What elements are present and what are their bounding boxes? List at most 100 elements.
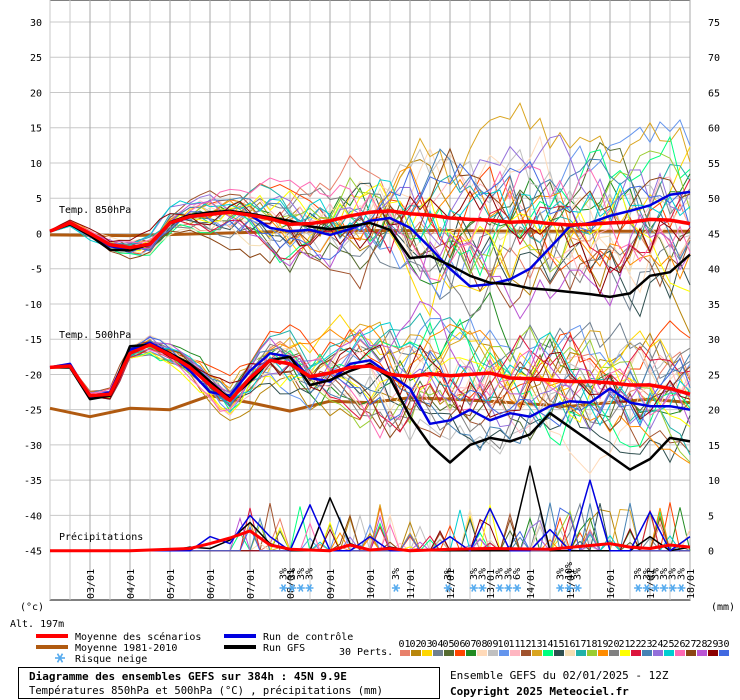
member-27-t850-line xyxy=(49,147,691,265)
member-legend-id: 24 xyxy=(651,639,663,650)
member-legend-swatch xyxy=(543,650,553,656)
member-legend-swatch xyxy=(521,650,531,656)
x-tick: 17/01 xyxy=(646,569,657,599)
x-tick: 18/01 xyxy=(686,569,697,599)
snowflake-icon xyxy=(573,584,582,592)
member-legend-id: 07 xyxy=(464,639,476,650)
member-legend-swatch xyxy=(576,650,586,656)
y-tick-right: 15 xyxy=(708,441,720,452)
member-legend-swatch xyxy=(631,650,641,656)
snow-risk-pct: 3% xyxy=(650,568,661,580)
member-legend-id: 02 xyxy=(409,639,421,650)
copyright: Copyright 2025 Meteociel.fr xyxy=(450,685,629,698)
member-29-t850-line xyxy=(49,190,691,296)
y-tick-left: -25 xyxy=(24,406,42,417)
y-tick-left: -5 xyxy=(30,265,42,276)
member-legend-id: 06 xyxy=(453,639,465,650)
y-tick-right: 50 xyxy=(708,194,720,205)
member-legend-swatch xyxy=(477,650,487,656)
y-tick-left: 10 xyxy=(30,159,42,170)
member-legend-swatch xyxy=(598,650,608,656)
snow-risk-pct: 3% xyxy=(287,568,298,580)
member-legend-swatch xyxy=(499,650,509,656)
member-legend-swatch xyxy=(433,650,443,656)
altitude-label: Alt. 197m xyxy=(10,619,64,630)
y-tick-right: 40 xyxy=(708,265,720,276)
panel-label-t850: Temp. 850hPa xyxy=(59,205,131,216)
snowflake-icon xyxy=(296,584,305,592)
member-legend-id: 11 xyxy=(508,639,520,650)
x-tick: 13/01 xyxy=(486,569,497,599)
snow-risk-pct: 3% xyxy=(668,568,679,580)
y-tick-left: -10 xyxy=(24,300,42,311)
x-tick: 05/01 xyxy=(166,569,177,599)
snow-risk-pct: 3% xyxy=(555,568,566,580)
snowflake-icon xyxy=(305,584,314,592)
snowflake-icon xyxy=(279,584,288,592)
snow-risk-pct: 3% xyxy=(642,568,653,580)
snowflake-icon xyxy=(642,584,651,592)
y-tick-right: 60 xyxy=(708,124,720,135)
member-legend-swatch xyxy=(675,650,685,656)
right-unit-label: (mm) xyxy=(711,602,735,613)
member-legend-id: 19 xyxy=(596,639,608,650)
member-legend: 0102030405060708091011121314151617181920… xyxy=(398,639,730,656)
member-legend-id: 16 xyxy=(563,639,575,650)
x-tick: 06/01 xyxy=(206,569,217,599)
y-tick-right: 65 xyxy=(708,88,720,99)
member-legend-swatch xyxy=(455,650,465,656)
member-legend-swatch xyxy=(708,650,718,656)
snow-risk-pct: 3% xyxy=(469,568,480,580)
main-series-layer xyxy=(49,190,691,553)
member-legend-id: 12 xyxy=(519,639,531,650)
member-legend-swatch xyxy=(488,650,498,656)
member-legend-id: 09 xyxy=(486,639,498,650)
member-legend-id: 26 xyxy=(673,639,685,650)
member-legend-id: 14 xyxy=(541,639,553,650)
member-legend-swatch xyxy=(411,650,421,656)
legend-label-gfs: Run GFS xyxy=(263,643,305,654)
grid xyxy=(49,0,691,601)
y-tick-left: 30 xyxy=(30,18,42,29)
member-legend-id: 28 xyxy=(695,639,707,650)
snow-risk-pct: 3% xyxy=(503,568,514,580)
legend-label-perts: 30 Perts. xyxy=(339,647,393,658)
member-legend-swatch xyxy=(642,650,652,656)
snowflake-icon xyxy=(660,584,669,592)
snow-risk-pct: 3% xyxy=(391,568,402,580)
member-legend-swatch xyxy=(532,650,542,656)
snow-risk-pct: 3% xyxy=(633,568,644,580)
member-legend-swatch xyxy=(719,650,729,656)
legend-label-mean: Moyenne des scénarios xyxy=(75,631,201,643)
snow-risk-pct: 3% xyxy=(443,568,454,580)
snow-risk-pct: 3% xyxy=(296,568,307,580)
panel-label-t500: Temp. 500hPa xyxy=(59,330,131,341)
member-legend-swatch xyxy=(554,650,564,656)
y-tick-right: 0 xyxy=(708,547,714,558)
member-legend-id: 17 xyxy=(574,639,586,650)
member-legend-swatch xyxy=(686,650,696,656)
y-tick-left: 0 xyxy=(36,229,42,240)
member-legend-id: 08 xyxy=(475,639,487,650)
member-legend-swatch xyxy=(422,650,432,656)
member-legend-id: 03 xyxy=(420,639,432,650)
member-legend-id: 20 xyxy=(607,639,619,650)
y-tick-left: 15 xyxy=(30,124,42,135)
member-legend-swatch xyxy=(400,650,410,656)
member-legend-id: 21 xyxy=(618,639,630,650)
info-box: Diagramme des ensembles GEFS sur 384h : … xyxy=(18,667,440,699)
x-tick: 14/01 xyxy=(526,569,537,599)
legend-label-snow: Risque neige xyxy=(75,654,147,665)
x-tick: 15/01 xyxy=(566,569,577,599)
member-05-t500-line xyxy=(49,346,691,442)
member-26-t500-line xyxy=(49,349,691,439)
snowflake-icon xyxy=(513,584,522,592)
series-mean850-line xyxy=(49,209,691,250)
left-unit-label: (°c) xyxy=(20,602,44,613)
snowflake-icon xyxy=(677,584,686,592)
y-tick-left: 25 xyxy=(30,53,42,64)
snow-risk-pct: 6% xyxy=(512,568,523,580)
member-legend-id: 27 xyxy=(684,639,696,650)
